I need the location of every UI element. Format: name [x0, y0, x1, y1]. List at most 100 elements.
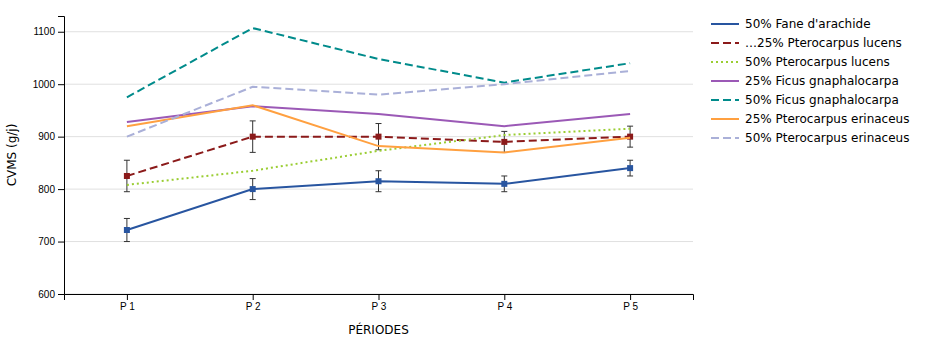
error-bar — [627, 160, 633, 176]
plot: 600 700 800 900 1000 1100 P 1 P 2 P 3 P 4 P 5 — [33, 17, 694, 313]
marker — [501, 139, 507, 145]
legend-label: 50% Pterocarpus erinaceus — [745, 131, 909, 145]
series — [127, 28, 630, 97]
marker — [250, 134, 256, 140]
error-bar-cap — [627, 126, 633, 127]
error-bar-cap — [501, 131, 507, 132]
error-bar-cap — [124, 191, 130, 192]
legend-item: 50% Ficus gnaphalocarpa — [711, 93, 899, 107]
tick-mark — [58, 32, 64, 33]
grid-line — [64, 31, 693, 32]
line — [127, 71, 630, 137]
x-axis: P 1 P 2 P 3 P 4 P 5 — [65, 294, 694, 312]
tick-mark — [379, 294, 380, 300]
error-bar — [124, 160, 130, 191]
error-bar — [501, 176, 507, 192]
series — [127, 129, 630, 185]
tick: 600 — [38, 289, 64, 300]
axis-line — [58, 17, 65, 295]
marker — [376, 178, 382, 184]
tick-mark — [58, 294, 64, 295]
legend-swatch — [711, 23, 739, 25]
tick: P 3 — [372, 294, 387, 312]
error-bar-cap — [627, 147, 633, 148]
legend-label: 50% Ficus gnaphalocarpa — [745, 93, 899, 107]
error-bar — [250, 179, 256, 200]
error-bar — [124, 218, 130, 241]
legend-swatch — [711, 61, 739, 63]
legend-label: 25% Pterocarpus erinaceus — [745, 112, 909, 126]
marker — [250, 186, 256, 192]
marker — [124, 173, 130, 179]
legend-item: 50% Fane d'arachide — [711, 17, 871, 31]
error-bar-cap — [250, 152, 256, 153]
tick-label: P 4 — [497, 301, 512, 312]
tick-label: 1100 — [33, 26, 55, 37]
marks — [124, 28, 633, 241]
series — [127, 71, 630, 137]
tick: 800 — [38, 184, 64, 195]
legend-label: 50% Fane d'arachide — [745, 17, 871, 31]
legend-item: 25% Pterocarpus erinaceus — [711, 112, 909, 126]
series — [127, 105, 630, 152]
tick-label: P 1 — [120, 301, 135, 312]
legend-swatch — [711, 118, 739, 120]
error-bar-cap — [501, 175, 507, 176]
tick: P 1 — [120, 294, 135, 312]
error-bar-cap — [124, 241, 130, 242]
tick-mark — [253, 294, 254, 300]
error-bar-cap — [501, 191, 507, 192]
tick-mark — [58, 189, 64, 190]
tick-label: 800 — [38, 184, 55, 195]
y-axis-title: CVMS (g/j) — [5, 124, 19, 187]
legend-label: …25% Pterocarpus lucens — [745, 36, 902, 50]
chart: 600 700 800 900 1000 1100 P 1 P 2 P 3 P 4 P 5 PÉRIO… — [0, 0, 933, 346]
tick-label: P 5 — [623, 301, 638, 312]
tick-label: 700 — [38, 236, 55, 247]
legend-swatch — [711, 80, 739, 82]
error-bar-cap — [627, 160, 633, 161]
legend-label: 50% Pterocarpus lucens — [745, 55, 890, 69]
legend-item: 50% Pterocarpus lucens — [711, 55, 890, 69]
axis-line — [65, 295, 694, 301]
legend-swatch — [711, 42, 739, 44]
tick: 900 — [38, 131, 64, 142]
legend-swatch — [711, 99, 739, 101]
tick-label: 600 — [38, 289, 55, 300]
series — [124, 160, 633, 241]
tick-label: P 2 — [246, 301, 261, 312]
legend-item: 50% Pterocarpus erinaceus — [711, 131, 909, 145]
error-bar-cap — [250, 178, 256, 179]
tick-mark — [58, 84, 64, 85]
grid-line — [64, 241, 693, 242]
error-bar-cap — [376, 191, 382, 192]
tick-label: 900 — [38, 131, 55, 142]
line — [127, 106, 630, 126]
line — [127, 137, 630, 176]
series — [127, 106, 630, 126]
tick-label: 1000 — [33, 79, 56, 90]
line — [127, 105, 630, 152]
tick: P 2 — [246, 294, 261, 312]
tick: 1100 — [33, 26, 64, 37]
series — [124, 121, 633, 192]
legend-swatch — [711, 137, 739, 139]
error-bar-cap — [124, 218, 130, 219]
error-bar-cap — [250, 199, 256, 200]
legend-item: …25% Pterocarpus lucens — [711, 36, 902, 50]
tick-mark — [58, 242, 64, 243]
legend-item: 25% Ficus gnaphalocarpa — [711, 74, 899, 88]
error-bar — [250, 121, 256, 152]
marker — [124, 227, 130, 233]
tick: 700 — [38, 236, 64, 247]
error-bar-cap — [627, 175, 633, 176]
x-axis-title: PÉRIODES — [348, 322, 409, 337]
tick: P 4 — [497, 294, 512, 312]
marker — [627, 165, 633, 171]
legend: 50% Fane d'arachide …25% Pterocarpus luce… — [711, 17, 909, 145]
line — [127, 28, 630, 97]
grid — [64, 32, 693, 294]
tick: P 5 — [623, 294, 638, 312]
error-bar-cap — [376, 170, 382, 171]
tick-mark — [504, 294, 505, 300]
